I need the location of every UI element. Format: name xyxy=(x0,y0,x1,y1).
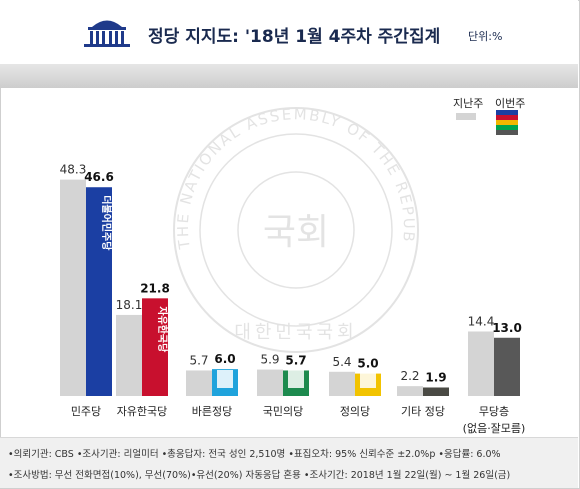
unit-label: 단위:% xyxy=(468,30,503,43)
party-logo-text: 더불어민주당 xyxy=(100,195,113,251)
legend-prev-swatch xyxy=(456,113,476,120)
bar-current-week xyxy=(142,298,168,396)
value-label-prev: 14.4 xyxy=(468,314,495,328)
party-logo-icon xyxy=(360,370,376,388)
category-label: 자유한국당 xyxy=(117,405,168,418)
party-logo-text: 자유한국당 xyxy=(156,306,169,353)
category-label: 바른정당 xyxy=(192,405,232,418)
legend-cur-swatch-stripe xyxy=(496,120,518,125)
legend-cur-label: 이번주 xyxy=(495,97,526,110)
value-label-current: 1.9 xyxy=(425,370,446,384)
value-label-current: 13.0 xyxy=(492,321,522,335)
bar-prev-week xyxy=(257,369,283,396)
bar-prev-week xyxy=(186,370,212,396)
value-label-prev: 48.3 xyxy=(60,163,87,177)
watermark-bottom-text: 대한민국국회 xyxy=(234,322,357,343)
value-label-current: 6.0 xyxy=(214,352,235,366)
legend-cur-swatch-stripe xyxy=(496,125,518,130)
value-label-prev: 18.1 xyxy=(116,298,143,312)
bar-prev-week xyxy=(60,179,86,396)
legend-prev-label: 지난주 xyxy=(453,97,484,110)
bar-current-week xyxy=(86,187,112,396)
category-label: 기타 정당 xyxy=(401,405,445,418)
category-label: 무당층 xyxy=(479,405,509,418)
header: 정당 지지도: '18년 1월 4주차 주간집계 단위:% xyxy=(0,0,578,64)
party-logo-icon xyxy=(217,370,233,388)
value-label-current: 46.6 xyxy=(84,170,114,184)
value-label-prev: 2.2 xyxy=(400,369,419,383)
bar-current-week xyxy=(494,337,520,396)
watermark-center-text: 국회 xyxy=(263,212,329,253)
party-logo-icon xyxy=(288,370,304,388)
bar-current-week xyxy=(423,387,449,396)
value-label-current: 5.0 xyxy=(357,357,378,371)
value-label-prev: 5.7 xyxy=(189,353,208,367)
legend-cur-swatch-stripe xyxy=(496,110,518,115)
category-label: 국민의당 xyxy=(263,405,303,418)
value-label-current: 5.7 xyxy=(285,353,306,367)
legend-cur-swatch-stripe xyxy=(496,115,518,120)
header-band xyxy=(0,64,578,88)
value-label-prev: 5.4 xyxy=(332,355,351,369)
value-label-current: 21.8 xyxy=(140,281,170,295)
footer-line-1: •의뢰기관: CBS •조사기관: 리얼미터 •총응답자: 전국 성인 2,51… xyxy=(8,449,501,460)
category-sublabel: (없음·잘모름) xyxy=(463,422,526,435)
assembly-building-icon xyxy=(84,20,130,47)
legend-cur-swatch-stripe xyxy=(496,130,518,135)
bar-prev-week xyxy=(329,371,355,396)
page-title: 정당 지지도: '18년 1월 4주차 주간집계 xyxy=(148,27,441,47)
footer-line-2: •조사방법: 무선 전화면접(10%), 무선(70%)•유선(20%) 자동응… xyxy=(8,470,511,481)
value-label-prev: 5.9 xyxy=(260,353,279,367)
bar-prev-week xyxy=(397,386,423,396)
bar-chart: THE NATIONAL ASSEMBLY OF THE REPUBLIC OF… xyxy=(0,88,526,435)
category-label: 민주당 xyxy=(71,405,101,418)
category-label: 정의당 xyxy=(340,405,370,418)
bar-prev-week xyxy=(116,314,142,396)
survey-info-footer: •의뢰기관: CBS •조사기관: 리얼미터 •총응답자: 전국 성인 2,51… xyxy=(0,437,578,488)
legend-cur-swatch xyxy=(496,110,518,140)
bar-prev-week xyxy=(468,331,494,396)
bars-group: 더불어민주당 48.346.6 민주당 자유한국당 18.1 21.8 자유한국당 5.7 6.… xyxy=(60,163,526,435)
